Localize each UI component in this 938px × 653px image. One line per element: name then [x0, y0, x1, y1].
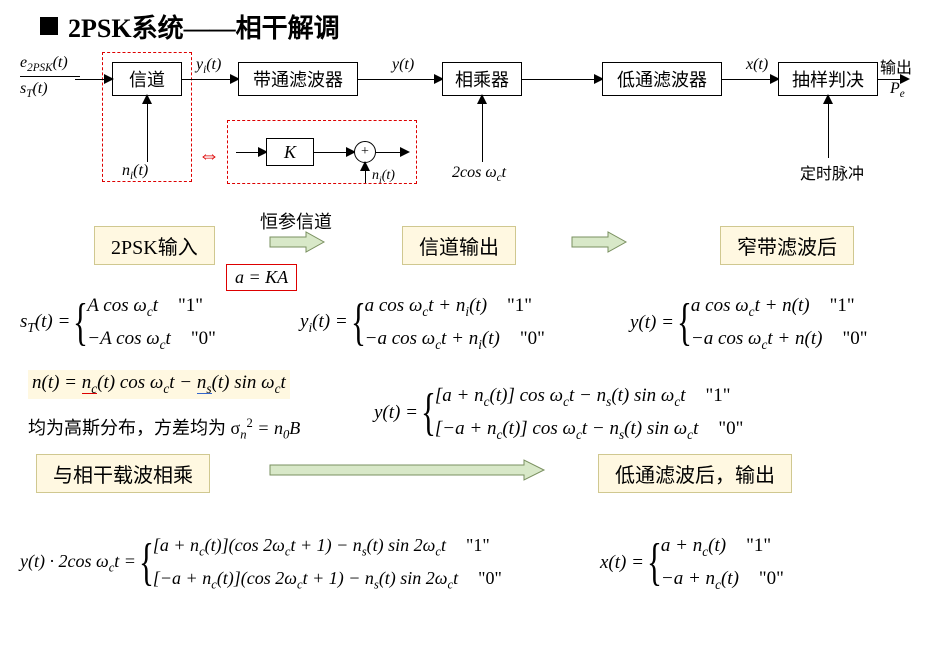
eq-nt: n(t) = nc(t) cos ωct − ns(t) sin ωct	[28, 370, 290, 399]
eq-y: y(t) = { a cos ωct + n(t)"1" −a cos ωct …	[630, 290, 867, 357]
carrier-label: 2cos ωct	[452, 164, 506, 184]
equiv-arrow: ⇔	[198, 142, 220, 168]
block-diagram: e2PSK(t) sT(t) 信道 ni(t) yi(t) 带通滤波器 y(t)…	[20, 50, 920, 200]
tag-nbf: 窄带滤波后	[720, 226, 854, 265]
output-label: 输出	[880, 54, 912, 78]
eq-ymult: y(t) · 2cos ωct = { [a + nc(t)](cos 2ωct…	[20, 530, 502, 596]
ni2-label: ni(t)	[372, 168, 395, 186]
timing-label: 定时脉冲	[800, 160, 864, 184]
y-label: y(t)	[392, 56, 414, 74]
tag-input: 2PSK输入	[94, 226, 215, 265]
sT-label: sT(t)	[20, 80, 48, 100]
yi-label: yi(t)	[196, 56, 221, 76]
tag-lpf: 低通滤波后，输出	[598, 454, 792, 493]
adder: +	[354, 141, 376, 163]
e2psk-label: e2PSK(t)	[20, 54, 68, 74]
arrow-2	[570, 230, 630, 254]
eq-yi: yi(t) = { a cos ωct + ni(t)"1" −a cos ωc…	[300, 290, 545, 357]
aKA-box: a = KA	[226, 264, 297, 291]
tag-chout: 信道输出	[402, 226, 516, 265]
page-title: 2PSK系统——相干解调	[40, 8, 340, 45]
lpf-block: 低通滤波器	[602, 62, 722, 96]
tag-mult: 与相干载波相乘	[36, 454, 210, 493]
ni-label: ni(t)	[122, 162, 148, 182]
mult-block: 相乘器	[442, 62, 522, 96]
bpf-block: 带通滤波器	[238, 62, 358, 96]
eq-y-expanded: y(t) = { [a + nc(t)] cos ωct − ns(t) sin…	[374, 380, 743, 447]
arrow-1	[268, 230, 328, 254]
gauss-text: 均为高斯分布，方差均为 σn2 = n0B	[28, 414, 300, 443]
sampler-block: 抽样判决	[778, 62, 878, 96]
pe-label: Pe	[890, 80, 905, 100]
channel-block: 信道	[112, 62, 182, 96]
x-label: x(t)	[746, 56, 768, 74]
eq-x: x(t) = { a + nc(t)"1" −a + nc(t)"0"	[600, 530, 784, 597]
eq-sT: sT(t) = { A cos ωct"1" −A cos ωct"0"	[20, 290, 216, 357]
arrow-3	[268, 458, 548, 482]
title-text: 2PSK系统——相干解调	[68, 14, 340, 43]
k-block: K	[266, 138, 314, 166]
